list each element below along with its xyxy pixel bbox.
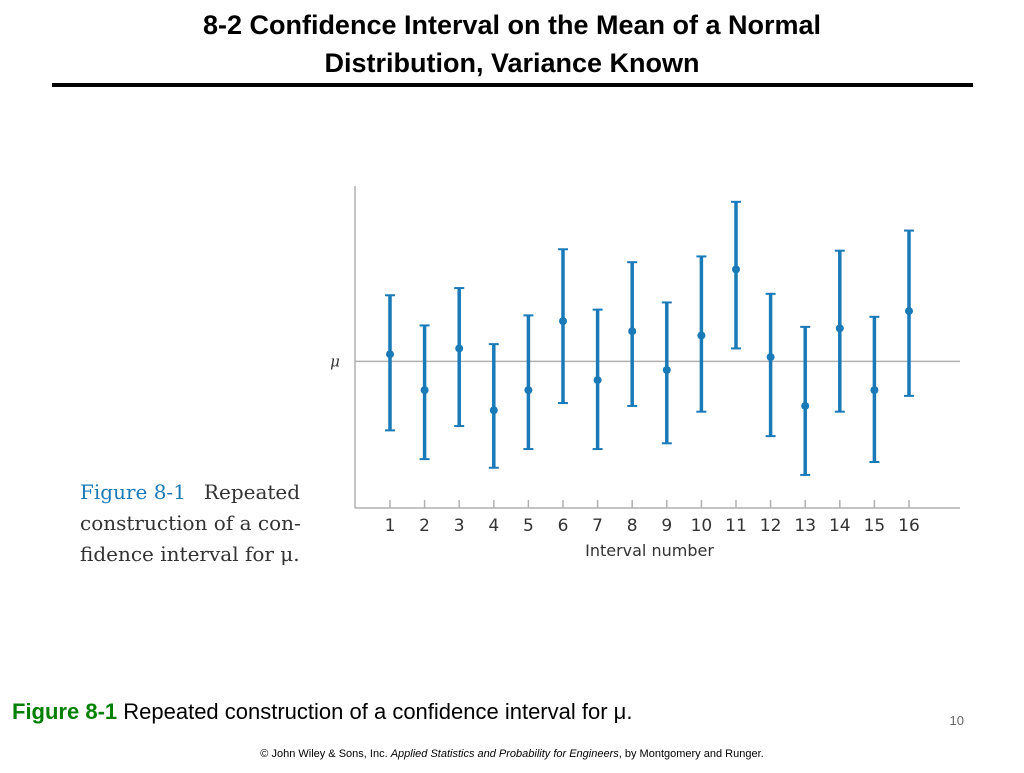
x-tick-label: 14 — [829, 516, 851, 536]
x-tick-label: 11 — [725, 516, 747, 536]
x-tick-label: 4 — [488, 516, 499, 536]
sample-mean-point — [628, 327, 637, 336]
x-tick-label: 2 — [419, 516, 430, 536]
slide-caption-text: Repeated construction of a confidence in… — [117, 699, 633, 724]
slide-title-line-2: Distribution, Variance Known — [324, 48, 700, 78]
copyright-suffix: , by Montgomery and Runger. — [618, 748, 764, 760]
x-tick-label: 12 — [760, 516, 782, 536]
sample-mean-point — [801, 401, 810, 410]
figure-caption-line-3: fidence interval for μ. — [80, 542, 300, 566]
sample-mean-point — [870, 386, 879, 395]
x-axis-label: Interval number — [585, 541, 714, 560]
x-tick-label: 10 — [691, 516, 713, 536]
copyright-prefix: © John Wiley & Sons, Inc. — [260, 748, 391, 760]
slide-caption: Figure 8-1 Repeated construction of a co… — [12, 697, 912, 727]
sample-mean-point — [593, 376, 602, 385]
slide-title: 8-2 Confidence Interval on the Mean of a… — [100, 6, 924, 82]
x-tick-label: 1 — [385, 516, 396, 536]
x-tick-label: 9 — [661, 516, 672, 536]
x-tick-label: 6 — [558, 516, 569, 536]
sample-mean-point — [420, 386, 429, 395]
sample-mean-point — [697, 331, 706, 340]
copyright-notice: © John Wiley & Sons, Inc. Applied Statis… — [0, 748, 1024, 760]
page-number: 10 — [949, 713, 964, 728]
sample-mean-point — [386, 350, 394, 359]
x-tick-label: 15 — [864, 516, 886, 536]
figure-caption-label: Figure 8-1 — [80, 480, 186, 504]
x-tick-label: 5 — [523, 516, 534, 536]
x-tick-label: 16 — [898, 516, 920, 536]
sample-mean-point — [489, 406, 498, 415]
figure-caption: Figure 8-1 Repeated construction of a con… — [80, 477, 320, 570]
x-tick-label: 3 — [454, 516, 465, 536]
sample-mean-point — [524, 386, 533, 395]
x-tick-label: 8 — [627, 516, 638, 536]
x-tick-label: 13 — [794, 516, 816, 536]
figure-caption-text-1: Repeated — [203, 480, 301, 504]
x-tick-label: 7 — [592, 516, 603, 536]
sample-mean-point — [835, 324, 844, 333]
book-title: Applied Statistics and Probability for E… — [390, 748, 619, 760]
sample-mean-point — [662, 366, 671, 374]
sample-mean-point — [559, 317, 567, 326]
sample-mean-point — [905, 307, 913, 316]
mean-reference-label: μ — [330, 352, 340, 370]
figure-caption-line-2: construction of a con- — [80, 511, 301, 535]
figure-caption-line-1: Figure 8-1 Repeated — [80, 477, 320, 508]
slide-caption-label: Figure 8-1 — [12, 699, 118, 724]
sample-mean-point — [455, 344, 464, 353]
sample-mean-point — [766, 353, 775, 362]
title-divider — [52, 83, 973, 87]
slide-title-line-1: 8-2 Confidence Interval on the Mean of a… — [202, 10, 822, 40]
sample-mean-point — [732, 265, 740, 274]
